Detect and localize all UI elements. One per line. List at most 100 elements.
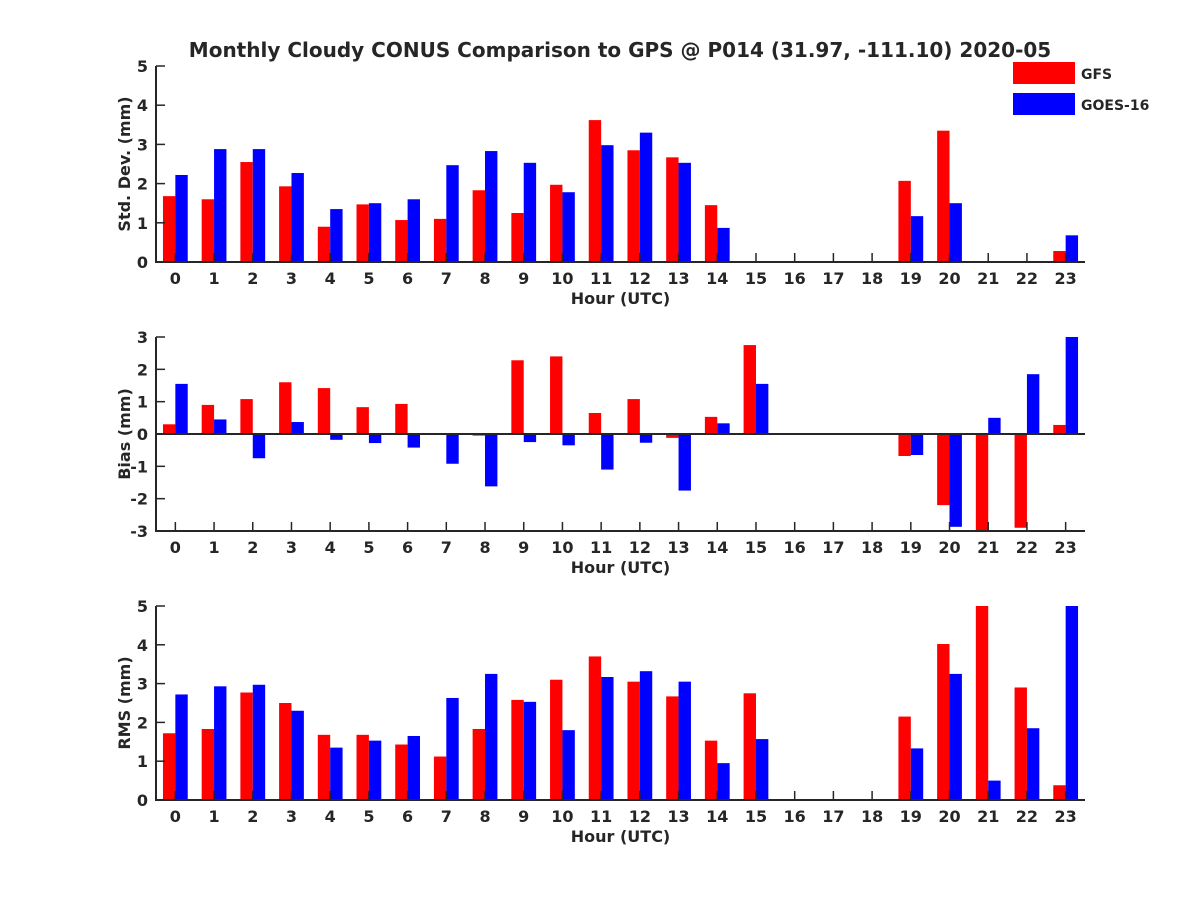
std-xtick-label: 14 [706, 269, 728, 288]
bias-xtick-label: 6 [402, 538, 413, 557]
bias-bar-gfs-14 [704, 416, 718, 434]
std-ytick-label: 2 [137, 175, 148, 194]
std-bar-goes-16-13 [678, 162, 691, 262]
rms-ytick-label: 1 [137, 752, 148, 771]
bias-ytick-label: -3 [130, 522, 148, 541]
bias-xtick-label: 0 [170, 538, 181, 557]
bias-bar-goes-16-1 [214, 419, 227, 434]
std-xtick-label: 3 [286, 269, 297, 288]
rms-xtick-label: 16 [784, 807, 806, 826]
std-bar-goes-16-19 [910, 216, 924, 262]
bias-bar-gfs-1 [201, 404, 215, 434]
rms-bar-gfs-12 [627, 681, 640, 800]
rms-bar-gfs-15 [743, 693, 756, 800]
std-bar-goes-16-2 [252, 149, 266, 262]
std-xtick-label: 0 [170, 269, 181, 288]
rms-bar-gfs-19 [898, 716, 911, 800]
rms-xtick-label: 18 [861, 807, 883, 826]
bias-bar-goes-16-21 [988, 417, 1001, 434]
bias-bar-gfs-21 [975, 434, 989, 531]
bias-bar-gfs-22 [1014, 434, 1027, 528]
rms-ytick-label: 3 [137, 675, 148, 694]
rms-bar-goes-16-10 [562, 730, 575, 800]
rms-bar-goes-16-2 [252, 684, 266, 800]
std-bar-goes-16-14 [717, 227, 730, 262]
bias-bar-goes-16-22 [1026, 374, 1040, 434]
bias-bar-gfs-23 [1053, 424, 1066, 434]
std-bar-gfs-23 [1053, 251, 1066, 262]
std-xtick-label: 17 [822, 269, 844, 288]
rms-xtick-label: 20 [938, 807, 960, 826]
bias-xtick-label: 15 [745, 538, 767, 557]
bias-bar-goes-16-23 [1065, 337, 1079, 434]
bias-xtick-label: 22 [1016, 538, 1038, 557]
bias-bar-goes-16-7 [446, 434, 459, 464]
bias-bar-gfs-10 [550, 356, 563, 434]
bias-bar-gfs-4 [317, 388, 331, 434]
bias-xtick-label: 1 [208, 538, 219, 557]
bias-xtick-label: 16 [784, 538, 806, 557]
std-bar-gfs-6 [395, 220, 408, 262]
rms-bar-gfs-1 [201, 729, 215, 800]
std-ytick-label: 3 [137, 135, 148, 154]
std-bar-goes-16-9 [523, 162, 537, 262]
std-bar-goes-16-11 [601, 145, 614, 262]
bias-xtick-label: 5 [363, 538, 374, 557]
rms-bar-goes-16-9 [523, 701, 537, 800]
bias-bar-goes-16-13 [678, 434, 691, 491]
rms-bar-goes-16-4 [330, 747, 343, 800]
rms-bar-goes-16-7 [446, 697, 459, 800]
rms-bar-gfs-7 [433, 756, 447, 800]
std-bar-gfs-19 [898, 180, 911, 262]
bias-xtick-label: 23 [1055, 538, 1077, 557]
rms-xtick-label: 11 [590, 807, 612, 826]
std-bar-goes-16-8 [485, 151, 498, 262]
rms-xtick-label: 9 [518, 807, 529, 826]
rms-xtick-label: 4 [325, 807, 336, 826]
bias-bar-goes-16-11 [601, 434, 614, 470]
rms-xtick-label: 14 [706, 807, 728, 826]
rms-bar-gfs-4 [317, 734, 331, 800]
rms-bar-goes-16-3 [291, 710, 304, 800]
std-xtick-label: 18 [861, 269, 883, 288]
legend-swatch-gfs [1013, 62, 1075, 84]
rms-bar-goes-16-20 [949, 673, 962, 800]
rms-bar-goes-16-12 [639, 671, 653, 800]
rms-ytick-label: 0 [137, 791, 148, 810]
bias-xtick-label: 7 [441, 538, 452, 557]
bias-xtick-label: 8 [479, 538, 490, 557]
bias-bar-gfs-13 [666, 434, 679, 438]
std-xtick-label: 13 [667, 269, 689, 288]
bias-bar-goes-16-4 [330, 434, 343, 440]
rms-bar-gfs-8 [472, 729, 486, 800]
std-bar-gfs-14 [704, 205, 718, 262]
std-xtick-label: 12 [629, 269, 651, 288]
std-bar-goes-16-20 [949, 203, 962, 262]
bias-xlabel: Hour (UTC) [571, 558, 671, 577]
std-bar-goes-16-7 [446, 165, 459, 262]
std-bar-gfs-4 [317, 226, 331, 262]
rms-bar-gfs-23 [1053, 785, 1066, 800]
rms-xtick-label: 17 [822, 807, 844, 826]
std-xtick-label: 10 [551, 269, 573, 288]
bias-bar-goes-16-3 [291, 422, 304, 434]
rms-xtick-label: 1 [208, 807, 219, 826]
rms-bar-gfs-3 [279, 703, 292, 800]
std-bar-goes-16-6 [407, 199, 420, 262]
bias-xtick-label: 11 [590, 538, 612, 557]
std-ylabel: Std. Dev. (mm) [115, 96, 134, 231]
bias-bar-gfs-15 [743, 345, 756, 434]
std-xtick-label: 5 [363, 269, 374, 288]
rms-ylabel: RMS (mm) [115, 656, 134, 749]
legend-swatch-goes-16 [1013, 93, 1075, 115]
std-bar-gfs-3 [279, 186, 292, 262]
bias-xtick-label: 10 [551, 538, 573, 557]
rms-bar-goes-16-14 [717, 763, 730, 800]
rms-xtick-label: 0 [170, 807, 181, 826]
bias-ytick-label: -2 [130, 490, 148, 509]
bias-bar-goes-16-9 [523, 434, 537, 443]
bias-xtick-label: 9 [518, 538, 529, 557]
